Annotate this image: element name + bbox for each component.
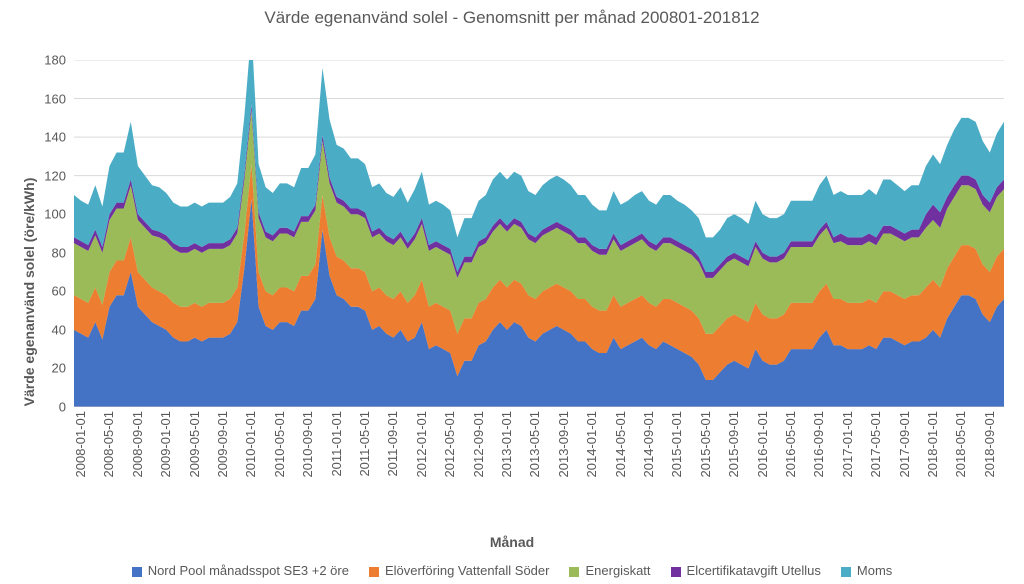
legend-swatch [841,567,851,577]
legend-swatch [671,567,681,577]
y-tick-label: 140 [2,130,66,145]
x-tick-label: 2015-09-01 [726,411,741,478]
legend-label: Nord Pool månadsspot SE3 +2 öre [148,563,349,578]
legend-item: Elcertifikatavgift Utellus [671,563,821,578]
y-tick-label: 60 [2,284,66,299]
x-tick-label: 2016-05-01 [783,411,798,478]
legend-swatch [132,567,142,577]
x-tick-label: 2014-05-01 [613,411,628,478]
x-tick-label: 2008-05-01 [101,411,116,478]
x-tick-label: 2013-09-01 [556,411,571,478]
y-tick-label: 180 [2,53,66,68]
legend-label: Elcertifikatavgift Utellus [687,563,821,578]
x-tick-label: 2015-01-01 [669,411,684,478]
x-axis-ticks: 2008-01-01 2008-05-01 2008-09-01 2009-01-01… [74,411,1004,511]
x-tick-label: 2018-01-01 [925,411,940,478]
x-tick-label: 2011-05-01 [357,411,372,477]
legend-swatch [569,567,579,577]
x-tick-label: 2012-01-01 [414,411,429,478]
x-tick-label: 2017-09-01 [897,411,912,478]
x-axis-label: Månad [0,534,1024,550]
x-tick-label: 2017-01-01 [840,411,855,478]
x-tick-label: 2016-09-01 [811,411,826,478]
x-tick-label: 2016-01-01 [755,411,770,478]
x-tick-label: 2015-05-01 [698,411,713,478]
x-tick-label: 2017-05-01 [868,411,883,478]
y-tick-label: 20 [2,361,66,376]
y-tick-label: 40 [2,322,66,337]
x-tick-label: 2013-01-01 [499,411,514,478]
x-tick-label: 2009-05-01 [187,411,202,478]
legend-label: Elöverföring Vattenfall Söder [385,563,550,578]
x-tick-label: 2011-01-01 [329,411,344,477]
x-tick-label: 2010-01-01 [243,411,258,478]
x-tick-label: 2009-01-01 [158,411,173,478]
legend: Nord Pool månadsspot SE3 +2 öre Elöverför… [0,563,1024,578]
x-tick-label: 2014-09-01 [641,411,656,478]
legend-item: Energiskatt [569,563,650,578]
x-tick-label: 2014-01-01 [584,411,599,478]
y-tick-label: 100 [2,207,66,222]
x-tick-label: 2010-09-01 [300,411,315,478]
legend-label: Energiskatt [585,563,650,578]
y-tick-label: 160 [2,91,66,106]
y-tick-label: 80 [2,245,66,260]
stacked-area-plot [74,60,1004,407]
x-tick-label: 2008-09-01 [130,411,145,478]
x-tick-label: 2012-05-01 [442,411,457,478]
x-tick-label: 2012-09-01 [471,411,486,478]
legend-item: Elöverföring Vattenfall Söder [369,563,550,578]
legend-item: Moms [841,563,892,578]
x-tick-label: 2013-05-01 [527,411,542,478]
x-tick-label: 2011-09-01 [385,411,400,477]
legend-label: Moms [857,563,892,578]
y-axis-ticks: 020406080100120140160180 [0,60,66,407]
legend-swatch [369,567,379,577]
y-tick-label: 120 [2,168,66,183]
x-tick-label: 2008-01-01 [73,411,88,478]
chart-title: Värde egenanvänd solel - Genomsnitt per … [0,8,1024,28]
x-tick-label: 2010-05-01 [272,411,287,478]
y-tick-label: 0 [2,400,66,415]
x-tick-label: 2018-05-01 [953,411,968,478]
x-tick-label: 2018-09-01 [982,411,997,478]
legend-item: Nord Pool månadsspot SE3 +2 öre [132,563,349,578]
x-tick-label: 2009-09-01 [215,411,230,478]
